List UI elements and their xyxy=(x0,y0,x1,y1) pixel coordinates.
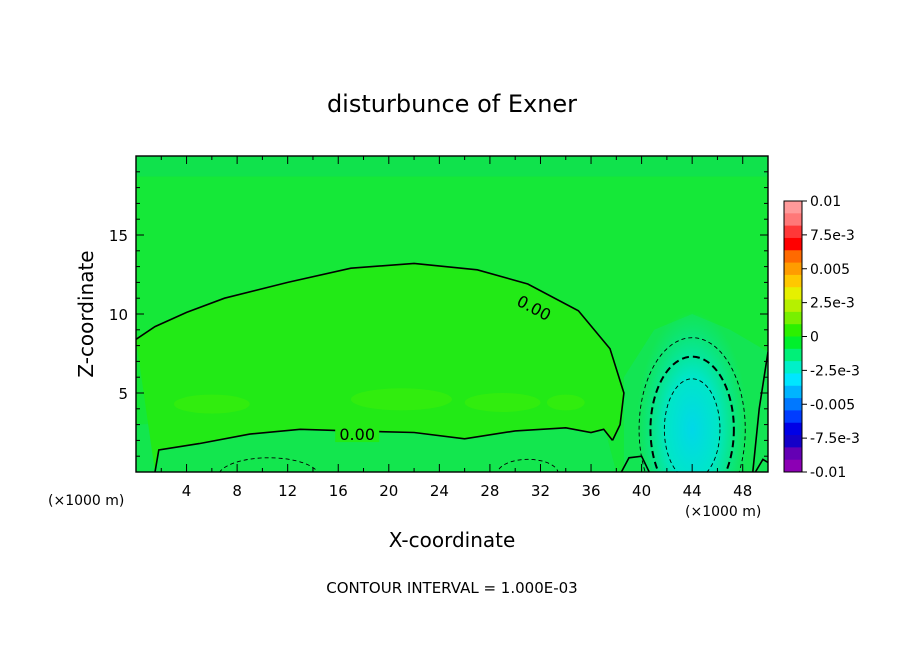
contour-label: 0.00 xyxy=(339,425,375,444)
colorbar-swatch xyxy=(784,311,802,325)
x-unit-left: (×1000 m) xyxy=(48,493,124,509)
x-tick-label: 28 xyxy=(480,482,499,500)
colorbar-swatch xyxy=(784,262,802,276)
x-tick-label: 16 xyxy=(329,482,348,500)
colorbar-swatch xyxy=(784,373,802,387)
zero-contour-3 xyxy=(752,351,768,472)
colorbar: 0.01 7.5e-3 0.005 2.5e-3 0 -2.5e-3 -0.005 -7.5e… xyxy=(783,194,860,481)
x-tick-label: 36 xyxy=(581,482,600,500)
negative-contour-4 xyxy=(663,378,721,472)
colorbar-swatch xyxy=(784,410,802,424)
negative-contour-3 xyxy=(649,355,735,472)
colorbar-swatch xyxy=(784,237,802,251)
colorbar-swatch xyxy=(784,274,802,288)
colorbar-label: -0.005 xyxy=(810,397,855,413)
x-tick-label: 40 xyxy=(632,482,651,500)
zero-contour-1 xyxy=(154,426,614,472)
colorbar-swatch xyxy=(784,287,802,301)
colorbar-swatch xyxy=(784,201,802,214)
colorbar-swatch xyxy=(784,213,802,227)
contour-interval-note: CONTOUR INTERVAL = 1.000E-03 xyxy=(326,579,577,597)
colorbar-swatch xyxy=(784,459,802,473)
colorbar-swatch xyxy=(784,299,802,313)
colorbar-label: 2.5e-3 xyxy=(810,296,855,312)
colorbar-swatch xyxy=(784,348,802,362)
contour-label-bg xyxy=(335,425,380,443)
field-positive-streak xyxy=(173,394,250,414)
x-tick-label: 8 xyxy=(232,482,242,500)
zero-contour-4 xyxy=(754,458,768,472)
colorbar-swatch xyxy=(784,225,802,239)
colorbar-swatch xyxy=(784,385,802,399)
y-axis-label: Z-coordinate xyxy=(74,250,98,377)
colorbar-label: 7.5e-3 xyxy=(810,228,855,244)
x-unit-right: (×1000 m) xyxy=(685,504,761,520)
colorbar-swatch xyxy=(784,336,802,350)
zero-contour-0 xyxy=(136,262,625,441)
field-top-band xyxy=(136,156,768,177)
x-tick-label: 48 xyxy=(733,482,752,500)
negative-contour-2 xyxy=(497,458,559,472)
chart-title: disturbunce of Exner xyxy=(327,90,577,118)
negative-contour-0 xyxy=(638,337,746,472)
colorbar-swatch xyxy=(784,422,802,436)
colorbar-label: 0.01 xyxy=(810,194,841,210)
colorbar-swatch xyxy=(784,324,802,337)
x-tick-label: 20 xyxy=(379,482,398,500)
field-positive-streak xyxy=(546,394,585,411)
x-tick-label: 24 xyxy=(430,482,449,500)
colorbar-swatch xyxy=(784,361,802,374)
colorbar-swatch xyxy=(784,435,802,448)
colorbar-label: -7.5e-3 xyxy=(810,431,860,447)
y-tick-label: 15 xyxy=(109,227,128,245)
y-tick-label: 10 xyxy=(109,306,128,324)
x-tick-label: 4 xyxy=(182,482,192,500)
colorbar-label: -0.01 xyxy=(810,465,846,481)
x-tick-label: 44 xyxy=(683,482,702,500)
colorbar-swatch xyxy=(784,398,802,411)
colorbar-label: -2.5e-3 xyxy=(810,363,860,379)
colorbar-label: 0 xyxy=(810,330,819,346)
colorbar-swatch xyxy=(784,447,802,461)
x-tick-label: 12 xyxy=(278,482,297,500)
field-positive-streak xyxy=(464,393,541,412)
x-axis-label: X-coordinate xyxy=(389,528,516,552)
field-positive-streak xyxy=(350,388,452,411)
colorbar-label: 0.005 xyxy=(810,262,850,278)
x-tick-label: 32 xyxy=(531,482,550,500)
field-positive-region xyxy=(136,263,624,472)
contour-label-bg xyxy=(510,289,558,326)
y-tick-label: 5 xyxy=(118,385,128,403)
colorbar-swatch xyxy=(784,250,802,264)
contour-lines: 0.000.00 xyxy=(136,262,768,472)
zero-contour-2 xyxy=(620,455,650,472)
shaded-field xyxy=(136,156,768,472)
